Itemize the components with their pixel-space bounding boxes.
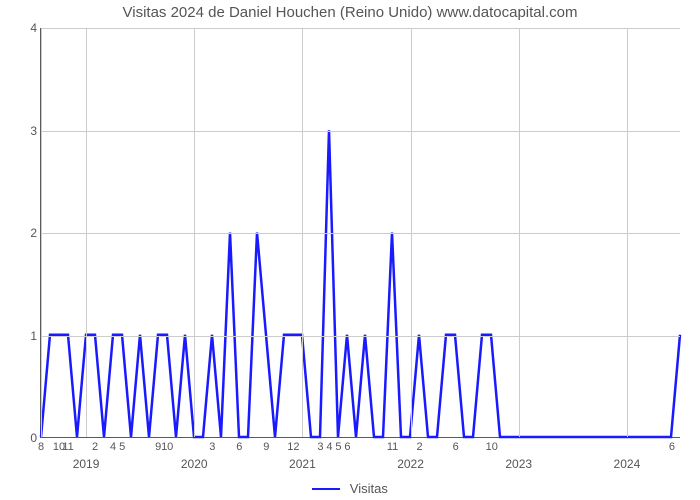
x-tick-label: 10 [161, 441, 173, 453]
x-tick-label: 4 [110, 441, 116, 453]
x-tick-label: 9 [263, 441, 269, 453]
chart-title: Visitas 2024 de Daniel Houchen (Reino Un… [0, 4, 700, 21]
x-tick-label: 6 [453, 441, 459, 453]
x-tick-label: 11 [62, 441, 73, 453]
gridline-vertical [194, 28, 195, 437]
x-tick-label: 10 [486, 441, 498, 453]
gridline-horizontal [41, 233, 680, 234]
x-year-label: 2023 [505, 457, 532, 471]
y-tick-label: 2 [19, 226, 37, 240]
gridline-vertical [86, 28, 87, 437]
x-year-label: 2022 [397, 457, 424, 471]
gridline-vertical [302, 28, 303, 437]
x-tick-label: 2 [92, 441, 98, 453]
plot-area: 0123481011245910369123456112610620192020… [40, 28, 680, 438]
x-tick-label: 5 [335, 441, 341, 453]
y-tick-label: 0 [19, 431, 37, 445]
x-tick-label: 5 [119, 441, 125, 453]
gridline-vertical [411, 28, 412, 437]
x-year-label: 2021 [289, 457, 316, 471]
x-tick-label: 3 [209, 441, 215, 453]
gridline-vertical [519, 28, 520, 437]
gridline-vertical [627, 28, 628, 437]
gridline-horizontal [41, 336, 680, 337]
legend-label: Visitas [350, 481, 388, 496]
x-tick-label: 8 [38, 441, 44, 453]
legend-swatch [312, 488, 340, 490]
x-year-label: 2024 [614, 457, 641, 471]
x-tick-label: 11 [387, 441, 398, 453]
gridline-vertical [41, 28, 42, 437]
y-tick-label: 3 [19, 124, 37, 138]
x-tick-label: 3 [317, 441, 323, 453]
x-year-label: 2020 [181, 457, 208, 471]
x-tick-label: 6 [236, 441, 242, 453]
x-tick-label: 4 [326, 441, 332, 453]
x-tick-label: 6 [344, 441, 350, 453]
legend: Visitas [0, 480, 700, 496]
x-year-label: 2019 [73, 457, 100, 471]
gridline-horizontal [41, 28, 680, 29]
x-tick-label: 2 [417, 441, 423, 453]
x-tick-label: 12 [287, 441, 299, 453]
x-tick-label: 6 [669, 441, 675, 453]
y-tick-label: 4 [19, 21, 37, 35]
gridline-horizontal [41, 131, 680, 132]
visitas-chart: Visitas 2024 de Daniel Houchen (Reino Un… [0, 0, 700, 500]
y-tick-label: 1 [19, 329, 37, 343]
